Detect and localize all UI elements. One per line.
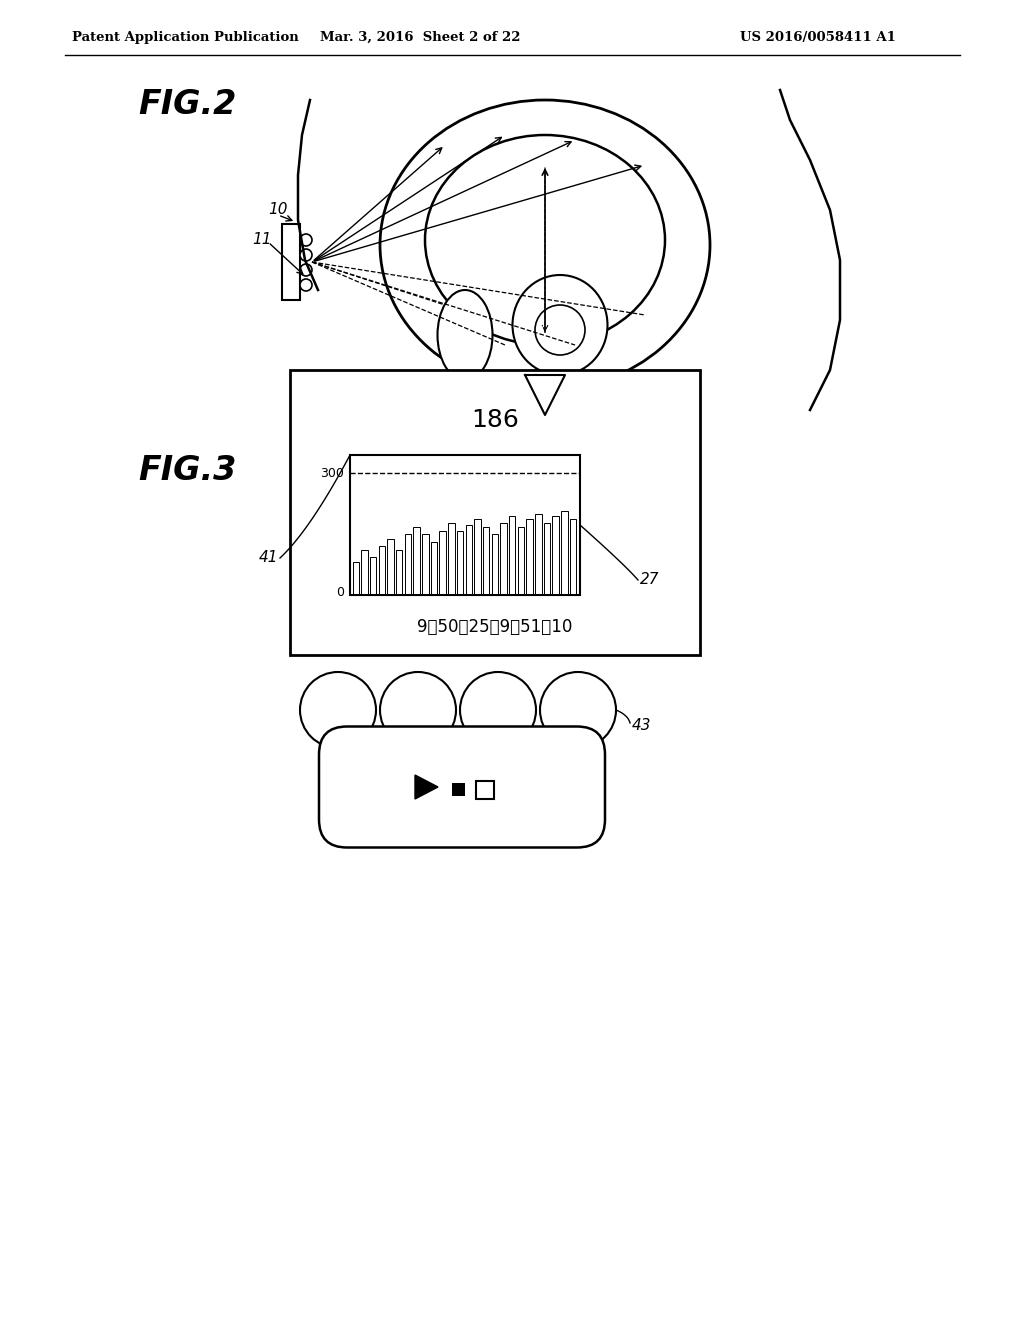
Bar	[396, 550, 402, 594]
Text: 9：50：25～9：51：10: 9：50：25～9：51：10	[418, 618, 572, 636]
Polygon shape	[415, 775, 438, 799]
Circle shape	[300, 672, 376, 748]
Bar	[509, 516, 515, 594]
Bar	[431, 543, 437, 594]
Bar	[404, 535, 412, 594]
Text: Patent Application Publication: Patent Application Publication	[72, 30, 299, 44]
Bar	[352, 562, 359, 594]
Bar	[387, 539, 394, 594]
Bar	[379, 545, 385, 594]
Bar	[492, 535, 498, 594]
Bar	[535, 513, 542, 594]
Text: 300: 300	[321, 467, 344, 479]
Circle shape	[300, 249, 312, 261]
Text: 0: 0	[336, 586, 344, 598]
Circle shape	[460, 672, 536, 748]
Bar	[561, 511, 567, 594]
Bar	[518, 528, 524, 594]
Ellipse shape	[425, 135, 665, 345]
Text: 43: 43	[632, 718, 651, 733]
Bar	[361, 550, 368, 594]
Ellipse shape	[512, 275, 607, 375]
Text: Mar. 3, 2016  Sheet 2 of 22: Mar. 3, 2016 Sheet 2 of 22	[319, 30, 520, 44]
Bar	[474, 519, 480, 594]
Text: FIG.3: FIG.3	[138, 454, 237, 487]
FancyBboxPatch shape	[319, 726, 605, 847]
Bar	[422, 535, 429, 594]
Circle shape	[540, 672, 616, 748]
Circle shape	[300, 234, 312, 246]
Bar	[569, 519, 577, 594]
Bar	[452, 783, 465, 796]
Bar	[476, 781, 494, 799]
Bar	[449, 523, 455, 594]
Circle shape	[300, 279, 312, 290]
Text: 27: 27	[640, 573, 659, 587]
Bar	[370, 557, 377, 594]
Bar	[544, 523, 550, 594]
Text: FIG.2: FIG.2	[138, 88, 237, 121]
Text: US 2016/0058411 A1: US 2016/0058411 A1	[740, 30, 896, 44]
Bar	[466, 525, 472, 594]
Text: 10: 10	[268, 202, 288, 218]
Text: 11: 11	[252, 232, 271, 248]
Bar	[439, 531, 445, 594]
Circle shape	[535, 305, 585, 355]
Ellipse shape	[380, 100, 710, 389]
Bar	[501, 523, 507, 594]
Bar	[282, 224, 300, 300]
Text: 186: 186	[471, 408, 519, 432]
Bar	[483, 528, 489, 594]
Ellipse shape	[437, 290, 493, 380]
Bar	[552, 516, 559, 594]
Circle shape	[300, 264, 312, 276]
Text: 41: 41	[258, 550, 278, 565]
Bar	[350, 455, 580, 595]
Bar	[414, 528, 420, 594]
Bar	[526, 519, 532, 594]
Bar	[457, 531, 463, 594]
Bar	[290, 370, 700, 655]
Circle shape	[380, 672, 456, 748]
